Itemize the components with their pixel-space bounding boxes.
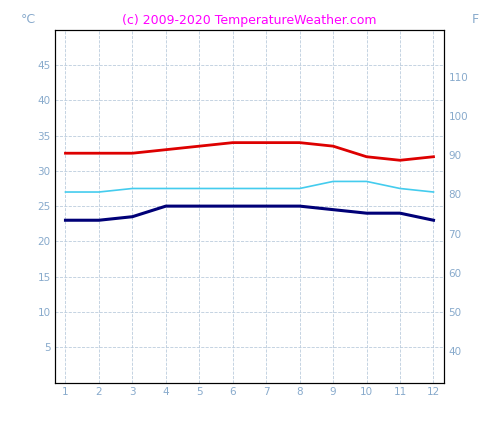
Text: F: F bbox=[471, 13, 478, 26]
Title: (c) 2009-2020 TemperatureWeather.com: (c) 2009-2020 TemperatureWeather.com bbox=[122, 14, 376, 27]
Text: °C: °C bbox=[21, 13, 36, 26]
